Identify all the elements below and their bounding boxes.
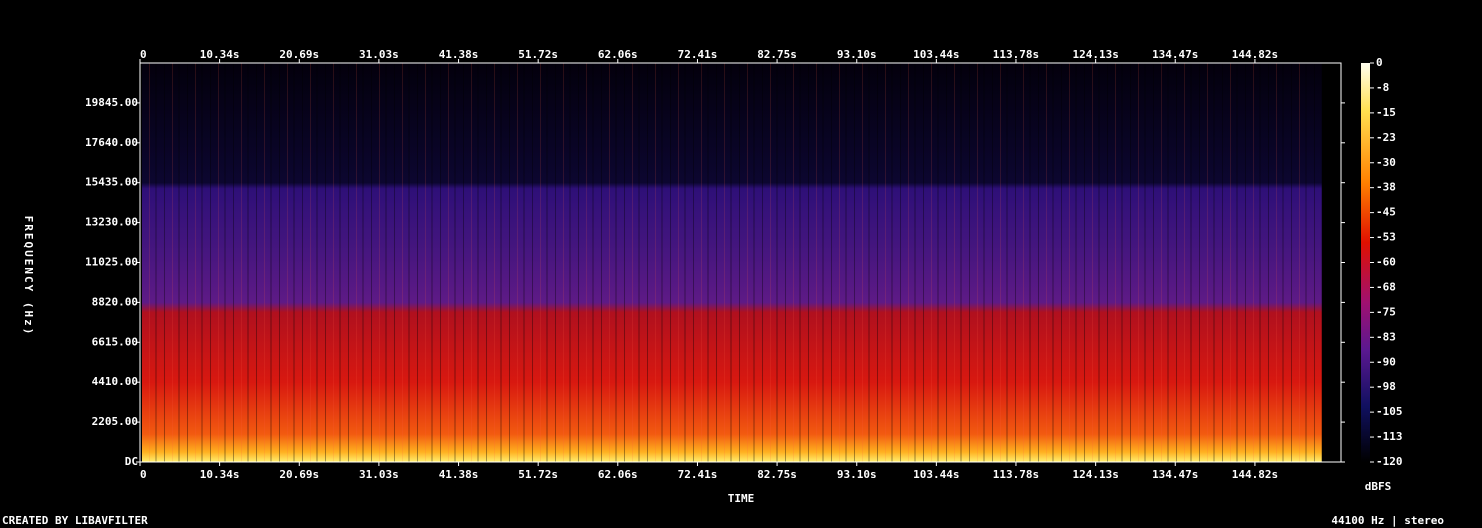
colorbar-tick-label: -23: [1376, 131, 1396, 144]
colorbar-tick-label: -53: [1376, 231, 1396, 244]
colorbar-label: dBFS: [1365, 480, 1392, 493]
colorbar-tick-label: -60: [1376, 256, 1396, 269]
x-tick-label-bottom: 124.13s: [1072, 468, 1118, 481]
y-axis-label: FREQUENCY (Hz): [22, 216, 35, 337]
colorbar-tick-label: -120: [1376, 455, 1403, 468]
colorbar-tick-label: -30: [1376, 156, 1396, 169]
colorbar-tick-label: -8: [1376, 81, 1389, 94]
x-tick-label-bottom: 144.82s: [1232, 468, 1278, 481]
x-tick-label-bottom: 82.75s: [757, 468, 797, 481]
x-tick-label-top: 82.75s: [757, 48, 797, 61]
colorbar-tick-label: -83: [1376, 330, 1396, 343]
colorbar-tick-label: -45: [1376, 206, 1396, 219]
y-tick-label: 15435.00: [85, 176, 138, 189]
colorbar-tick-label: -68: [1376, 280, 1396, 293]
y-tick-label: 17640.00: [85, 136, 138, 149]
x-tick-label-top: 113.78s: [993, 48, 1039, 61]
y-tick-label: 8820.00: [92, 295, 138, 308]
colorbar: [1361, 63, 1370, 462]
x-tick-label-bottom: 51.72s: [518, 468, 558, 481]
y-tick-label: DC: [125, 455, 138, 468]
x-tick-label-top: 72.41s: [678, 48, 718, 61]
spectrogram-texture: [142, 63, 1322, 462]
colorbar-tick-label: -105: [1376, 405, 1403, 418]
colorbar-tick-label: -38: [1376, 181, 1396, 194]
x-tick-label-bottom: 72.41s: [678, 468, 718, 481]
colorbar-tick-label: -75: [1376, 305, 1396, 318]
x-tick-label-bottom: 113.78s: [993, 468, 1039, 481]
colorbar-tick-label: 0: [1376, 56, 1383, 69]
colorbar-tick-label: -98: [1376, 380, 1396, 393]
x-tick-label-top: 10.34s: [200, 48, 240, 61]
x-tick-label-bottom: 20.69s: [279, 468, 319, 481]
x-axis-label: TIME: [728, 492, 755, 505]
x-tick-label-top: 144.82s: [1232, 48, 1278, 61]
x-tick-label-top: 93.10s: [837, 48, 877, 61]
y-tick-label: 11025.00: [85, 256, 138, 269]
colorbar-tick-label: -113: [1376, 430, 1403, 443]
x-tick-label-top: 103.44s: [913, 48, 959, 61]
y-tick-label: 4410.00: [92, 375, 138, 388]
credit: CREATED BY LIBAVFILTER: [2, 514, 148, 527]
x-tick-label-top: 0: [140, 48, 147, 61]
x-tick-label-top: 20.69s: [279, 48, 319, 61]
colorbar-tick-label: -90: [1376, 355, 1396, 368]
x-tick-label-bottom: 10.34s: [200, 468, 240, 481]
x-tick-label-top: 41.38s: [439, 48, 479, 61]
x-tick-label-bottom: 103.44s: [913, 468, 959, 481]
x-tick-label-bottom: 31.03s: [359, 468, 399, 481]
x-tick-label-top: 62.06s: [598, 48, 638, 61]
x-tick-label-bottom: 93.10s: [837, 468, 877, 481]
y-tick-label: 6615.00: [92, 335, 138, 348]
x-tick-label-bottom: 41.38s: [439, 468, 479, 481]
info: 44100 Hz | stereo: [1331, 514, 1444, 527]
x-tick-label-top: 124.13s: [1072, 48, 1118, 61]
y-tick-label: 13230.00: [85, 216, 138, 229]
x-tick-label-bottom: 134.47s: [1152, 468, 1198, 481]
x-tick-label-bottom: 0: [140, 468, 147, 481]
y-tick-label: 2205.00: [92, 415, 138, 428]
x-tick-label-top: 134.47s: [1152, 48, 1198, 61]
x-tick-label-bottom: 62.06s: [598, 468, 638, 481]
y-tick-label: 19845.00: [85, 96, 138, 109]
x-tick-label-top: 31.03s: [359, 48, 399, 61]
x-tick-label-top: 51.72s: [518, 48, 558, 61]
colorbar-tick-label: -15: [1376, 106, 1396, 119]
